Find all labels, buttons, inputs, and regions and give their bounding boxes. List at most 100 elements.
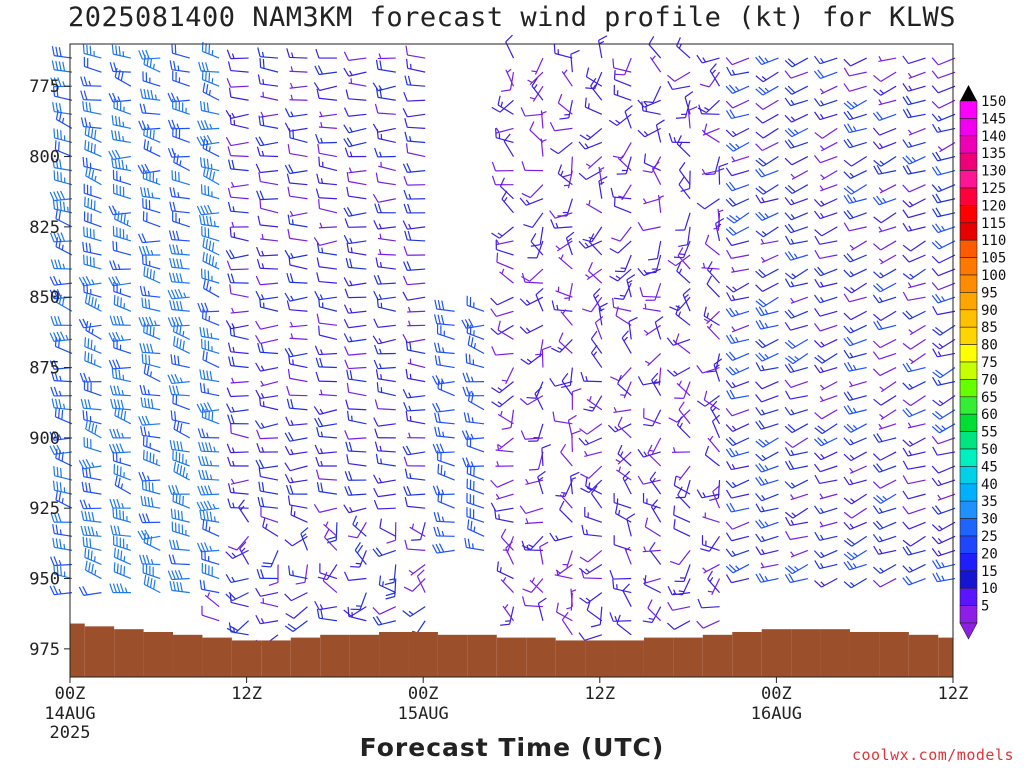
- wind-barb-staff: [501, 198, 514, 214]
- wind-barb-feather: [583, 408, 593, 412]
- wind-barb-half-feather: [209, 460, 213, 466]
- wind-barb-half-feather: [525, 478, 529, 485]
- wind-barb-half-feather: [764, 87, 770, 93]
- wind-barb-half-feather: [937, 146, 943, 151]
- wind-barb-staff: [410, 563, 426, 576]
- wind-barb-staff: [568, 100, 573, 119]
- wind-barb-half-feather: [95, 530, 99, 537]
- wind-barb-feather: [141, 316, 147, 327]
- wind-barb-staff: [348, 615, 367, 622]
- wind-barb-staff: [171, 195, 190, 200]
- wind-barb-feather: [817, 437, 825, 445]
- wind-barb-staff: [598, 166, 603, 185]
- wind-barb-staff: [54, 407, 73, 411]
- wind-barb-feather: [58, 61, 62, 71]
- wind-barb-feather: [287, 228, 291, 239]
- wind-barb-feather: [755, 284, 763, 292]
- wind-barb-staff: [83, 85, 102, 87]
- wind-barb-feather: [559, 500, 565, 510]
- wind-barb-feather: [88, 562, 91, 572]
- wind-barb-feather: [170, 289, 176, 299]
- wind-barb-feather: [902, 291, 909, 301]
- wind-barb-feather: [404, 468, 408, 479]
- wind-barb-feather: [345, 399, 349, 410]
- wind-barb-staff: [590, 296, 603, 313]
- wind-barb-feather: [314, 65, 320, 75]
- wind-barb-feather: [314, 600, 320, 610]
- wind-barb-feather: [784, 140, 792, 149]
- wind-barb-feather: [814, 463, 821, 473]
- wind-barb-feather: [669, 560, 680, 566]
- wind-barb-half-feather: [325, 521, 329, 527]
- wind-barb-feather: [846, 253, 854, 262]
- wind-barb-half-feather: [88, 503, 92, 509]
- wind-barb-feather: [226, 387, 232, 397]
- wind-barb-feather: [49, 276, 55, 286]
- wind-barb-feather: [138, 317, 143, 327]
- wind-barb-staff: [908, 409, 926, 418]
- wind-barb-staff: [851, 282, 868, 294]
- wind-barb-staff: [539, 226, 544, 245]
- wind-barb-staff: [652, 85, 662, 103]
- wind-barb-feather: [172, 539, 176, 550]
- wind-barb-feather: [755, 503, 762, 513]
- wind-barb-half-feather: [654, 381, 660, 385]
- terrain-column: [496, 637, 527, 677]
- wind-barb-half-feather: [761, 365, 765, 371]
- wind-barb-staff: [290, 514, 308, 523]
- wind-barb-feather: [560, 443, 567, 453]
- wind-barb-feather: [441, 300, 445, 311]
- wind-barb-half-feather: [761, 231, 767, 236]
- wind-barb-feather: [146, 343, 150, 353]
- wind-barb-staff: [201, 464, 220, 467]
- wind-barb-feather: [207, 485, 213, 495]
- wind-barb-half-feather: [407, 306, 411, 313]
- wind-barb-feather: [206, 134, 213, 144]
- wind-barb-staff: [529, 129, 544, 143]
- wind-barb-staff: [54, 110, 73, 115]
- wind-barb-feather: [149, 325, 152, 336]
- wind-barb-feather: [259, 190, 265, 200]
- wind-barb-feather: [902, 521, 910, 530]
- wind-barb-feather: [173, 440, 176, 451]
- wind-barb-half-feather: [471, 543, 474, 549]
- wind-barb-staff: [821, 352, 838, 364]
- wind-barb-feather: [755, 340, 763, 349]
- wind-barb-feather: [713, 358, 723, 365]
- wind-barb-feather: [211, 256, 215, 266]
- wind-barb-half-feather: [585, 134, 591, 139]
- wind-barb-feather: [114, 406, 117, 416]
- wind-barb-staff: [377, 507, 396, 510]
- wind-barb-half-feather: [643, 546, 647, 552]
- wind-barb-staff: [230, 351, 249, 355]
- wind-barb-feather: [725, 110, 732, 119]
- wind-barb-feather: [257, 342, 261, 353]
- wind-barb-feather: [436, 526, 441, 537]
- colorbar-label: 40: [981, 477, 998, 493]
- wind-barb-staff: [173, 344, 190, 355]
- wind-barb-feather: [117, 407, 121, 418]
- wind-barb-feather: [286, 272, 291, 283]
- wind-barb-feather: [676, 416, 683, 426]
- wind-barb-half-feather: [495, 127, 500, 133]
- wind-barb-staff: [585, 106, 603, 115]
- wind-barb-staff: [761, 170, 779, 178]
- wind-barb-feather: [537, 470, 546, 478]
- wind-barb-feather: [579, 556, 589, 563]
- wind-barb-staff: [318, 280, 337, 284]
- wind-barb-feather: [678, 244, 688, 248]
- wind-barb-staff: [506, 536, 515, 554]
- wind-barb-staff: [880, 563, 897, 574]
- wind-barb-staff: [289, 195, 308, 200]
- wind-barb-feather: [203, 402, 209, 412]
- wind-barb-feather: [521, 596, 526, 606]
- wind-barb-feather: [182, 340, 185, 351]
- wind-barb-feather: [258, 172, 261, 182]
- wind-barb-feather: [87, 399, 92, 409]
- wind-barb-feather: [209, 169, 213, 180]
- wind-barb-half-feather: [379, 233, 382, 239]
- wind-barb-feather: [725, 548, 733, 557]
- wind-barb-feather: [118, 46, 121, 56]
- wind-barb-feather: [758, 306, 765, 316]
- colorbar-label: 25: [981, 529, 998, 545]
